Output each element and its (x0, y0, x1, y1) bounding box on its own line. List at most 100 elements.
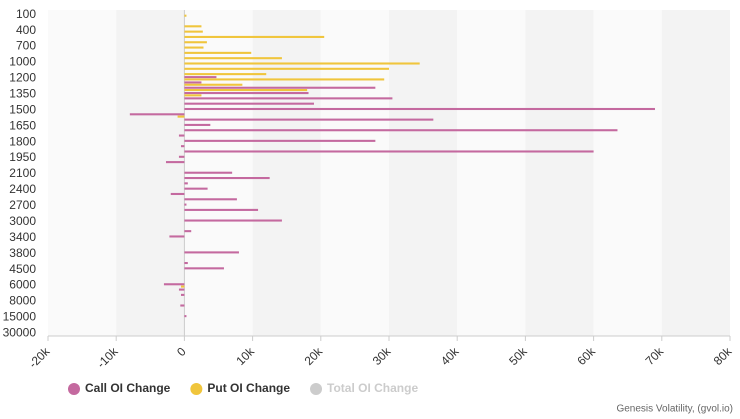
bar (184, 86, 376, 89)
bar (184, 67, 389, 70)
bar (163, 283, 185, 286)
bar (184, 25, 202, 28)
bar (184, 129, 618, 132)
y-tick-label: 4500 (9, 262, 36, 276)
bar (184, 208, 259, 211)
bar (184, 92, 309, 95)
bar (184, 81, 202, 84)
bar (184, 203, 187, 206)
grid-band (661, 10, 730, 336)
bar (184, 14, 187, 17)
grid-band (593, 10, 662, 336)
bar (184, 76, 217, 79)
x-tick-label: 50k (506, 344, 530, 368)
grid-band (116, 10, 185, 336)
bar (184, 315, 187, 318)
bar (129, 113, 185, 116)
bar (184, 83, 243, 86)
bar (184, 182, 188, 185)
y-tick-label: 8000 (9, 294, 36, 308)
bar (184, 219, 282, 222)
bar (184, 150, 594, 153)
bar (184, 97, 393, 100)
grid-band (457, 10, 526, 336)
y-tick-label: 1000 (9, 55, 36, 69)
x-tick-label: 80k (711, 344, 735, 368)
bar (165, 161, 185, 164)
bar (184, 30, 203, 33)
credit: Genesis Volatility, (gvol.io) (616, 404, 733, 415)
y-tick-label: 100 (16, 7, 36, 21)
y-tick-label: 3800 (9, 246, 36, 260)
grid-band (48, 10, 117, 336)
bar (184, 177, 270, 180)
bar (180, 293, 185, 296)
bar (184, 230, 192, 233)
bar (184, 198, 237, 201)
bar (184, 123, 211, 126)
bar (180, 304, 185, 307)
legend-label: Put OI Change (207, 381, 290, 395)
y-tick-label: 1950 (9, 150, 36, 164)
bar (184, 187, 208, 190)
x-tick-label: -20k (26, 344, 53, 371)
bar (170, 192, 185, 196)
legend-marker (310, 383, 323, 395)
y-tick-label: 15000 (3, 310, 37, 324)
y-tick-label: 1500 (9, 102, 36, 116)
x-tick-label: 20k (302, 344, 326, 368)
bar (184, 94, 202, 97)
bar (184, 35, 325, 38)
y-tick-label: 3000 (9, 214, 36, 228)
x-tick-label: -10k (94, 344, 121, 371)
x-tick-label: 30k (370, 344, 394, 368)
bar (169, 235, 185, 238)
y-tick-label: 1800 (9, 134, 36, 148)
legend-marker (190, 383, 203, 395)
bar (178, 134, 185, 137)
x-tick-label: 60k (574, 344, 598, 368)
y-tick-label: 1650 (9, 118, 36, 132)
bar (184, 46, 204, 49)
x-tick-label: 0 (174, 344, 189, 359)
y-tick-label: 30000 (3, 326, 37, 340)
bar (184, 57, 282, 60)
bar (184, 78, 385, 81)
x-tick-label: 10k (233, 344, 257, 368)
bar (184, 51, 252, 54)
y-tick-label: 1350 (9, 86, 36, 100)
bar (184, 118, 434, 121)
bar (178, 288, 185, 291)
bar (180, 145, 185, 148)
bar (184, 62, 420, 65)
legend-marker (68, 383, 80, 395)
y-tick-label: 2400 (9, 182, 36, 196)
bar (180, 285, 185, 288)
bar (184, 139, 376, 142)
bar (184, 41, 207, 44)
x-tick-label: 70k (643, 344, 667, 368)
y-tick-label: 400 (16, 23, 36, 37)
grid-band (389, 10, 458, 336)
y-tick-label: 2100 (9, 166, 36, 180)
x-tick-label: 40k (438, 344, 462, 368)
y-tick-label: 3400 (9, 230, 36, 244)
bar (178, 155, 185, 158)
y-tick-label: 700 (16, 39, 36, 53)
bar (184, 251, 239, 254)
y-tick-label: 6000 (9, 278, 36, 292)
legend-label: Call OI Change (85, 381, 171, 395)
y-tick-label: 1200 (9, 71, 36, 85)
bar (184, 73, 267, 76)
bar (184, 107, 655, 111)
y-tick-label: 2700 (9, 198, 36, 212)
grid-band (320, 10, 389, 336)
bar (184, 261, 188, 265)
bar (184, 102, 314, 105)
grid-band (525, 10, 594, 336)
bar (184, 171, 233, 174)
bar (184, 89, 308, 92)
bar (184, 267, 224, 270)
